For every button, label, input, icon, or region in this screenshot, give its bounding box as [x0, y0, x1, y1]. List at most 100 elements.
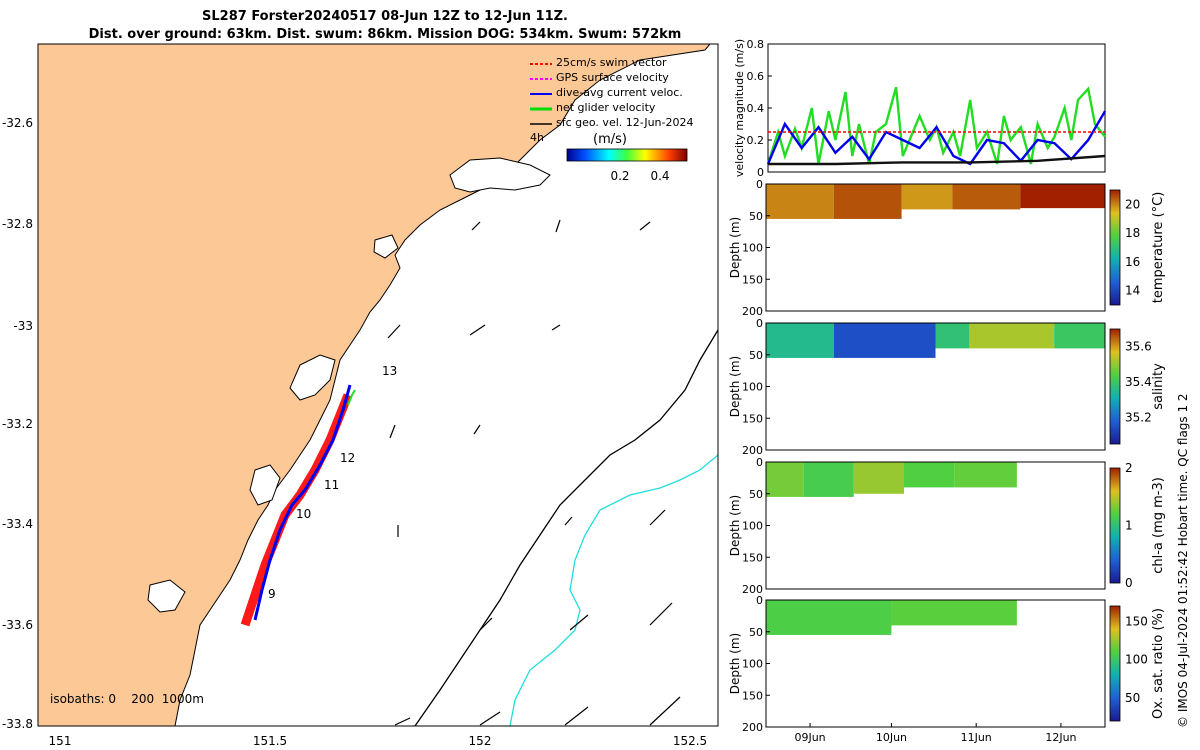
section-segment [935, 323, 970, 349]
section-colorbar-tick: 35.6 [1125, 340, 1152, 354]
section-colorbar-tick: 18 [1125, 226, 1140, 240]
map-y-tick: -32.6 [2, 116, 33, 130]
section-colorbar-tick: 35.4 [1125, 375, 1152, 389]
lake-2 [289, 354, 336, 401]
section-segment [952, 184, 1021, 210]
section-colorbar [1109, 467, 1121, 584]
geo-arrow [649, 509, 666, 526]
section-colorbar-label: Ox. sat. ratio (%) [1151, 608, 1166, 719]
map-y-tick: -33.6 [2, 618, 33, 632]
time-x-ticks: 09Jun 10Jun 11Jun 12Jun [794, 723, 1077, 744]
velocity-y-tick: 0.6 [747, 70, 765, 83]
lake-3 [249, 464, 281, 506]
section-y-tick: 150 [742, 412, 763, 425]
velocity-series-line [766, 110, 1107, 166]
section-ylabel: Depth (m) [728, 495, 742, 556]
section-segment [954, 462, 1017, 488]
geo-arrow [479, 711, 501, 726]
geo-arrow [639, 221, 651, 231]
geo-arrow [471, 221, 481, 231]
geo-arrow [469, 324, 486, 336]
time-x-tick: 12Jun [1045, 731, 1076, 744]
section-y-tick: 50 [749, 210, 763, 223]
map-y-ticks: -32.6 -32.8 -33 -33.2 -33.4 -33.6 -33.8 [2, 116, 33, 731]
section-y-tick: 200 [742, 721, 763, 734]
velocity-y-tick: 0 [757, 166, 764, 179]
map-x-tick: 151 [49, 734, 72, 748]
section-segment [766, 600, 892, 635]
section-panel: 0 50 100 150 200 Depth (m) 14 16 18 20 temperature… [728, 178, 1166, 318]
section-y-tick: 0 [756, 594, 763, 607]
map-x-tick: 152.5 [673, 734, 707, 748]
isobath-200 [414, 329, 719, 727]
geo-arrow [649, 696, 681, 726]
section-colorbar-tick: 20 [1125, 197, 1140, 211]
section-y-tick: 200 [742, 305, 763, 318]
geo-arrow [569, 614, 589, 631]
title-line-2: Dist. over ground: 63km. Dist. swum: 86k… [88, 27, 682, 42]
map-x-ticks: 151 151.5 152 152.5 [49, 734, 708, 748]
section-y-tick: 0 [756, 178, 763, 191]
section-segment [766, 323, 834, 358]
section-panel: 0 50 100 150 200 Depth (m) 0 1 2 chl-a (mg m-3) [728, 456, 1166, 596]
map-land [37, 43, 712, 727]
section-segment [853, 462, 904, 494]
time-x-tick: 11Jun [961, 731, 992, 744]
section-segment [1054, 323, 1105, 349]
title-line-1: SL287 Forster20240517 08-Jun 12Z to 12-J… [202, 9, 568, 24]
section-colorbar [1109, 605, 1121, 722]
velocity-series-line [768, 154, 1106, 166]
legend-label-net: net glider velocity [556, 101, 656, 114]
map-y-tick: -32.8 [2, 217, 33, 231]
section-ylabel: Depth (m) [728, 217, 742, 278]
section-y-tick: 50 [749, 488, 763, 501]
section-y-tick: 50 [749, 349, 763, 362]
section-colorbar-tick: 0 [1125, 576, 1133, 590]
isobath-1000 [509, 454, 719, 727]
legend-extra-4h: 4h [530, 131, 544, 144]
time-x-tick: 10Jun [876, 731, 907, 744]
section-colorbar [1109, 189, 1121, 306]
velocity-colorbar: (m/s) 0.2 0.4 [566, 132, 688, 183]
section-y-tick: 0 [756, 317, 763, 330]
section-segment [833, 323, 936, 358]
section-ylabel: Depth (m) [728, 633, 742, 694]
map-y-tick: -33 [13, 319, 33, 333]
section-segment [766, 184, 834, 219]
geo-arrow [394, 717, 411, 726]
legend-label-geo: sfc geo. vel. 12-Jun-2024 [556, 116, 693, 129]
lake-1 [449, 157, 551, 193]
section-colorbar [1109, 328, 1121, 445]
velocity-frame [767, 43, 1106, 173]
map-panel: 13 12 11 10 9 151 151.5 152 152.5 -32.6 … [2, 43, 719, 748]
day-label-13: 13 [382, 364, 397, 378]
day-label-11: 11 [324, 478, 339, 492]
section-y-tick: 150 [742, 551, 763, 564]
geo-arrow [649, 602, 673, 626]
geo-arrow [473, 424, 481, 435]
section-y-tick: 100 [742, 520, 763, 533]
section-segment [766, 462, 804, 497]
section-y-tick: 200 [742, 444, 763, 457]
section-segment [833, 184, 902, 219]
colorbar-gradient [566, 148, 688, 162]
geo-arrow [551, 324, 561, 331]
velocity-y-tick: 0.4 [747, 102, 765, 115]
section-segment [969, 323, 1055, 349]
geo-arrow [564, 516, 573, 526]
section-ylabel: Depth (m) [728, 356, 742, 417]
section-segment [1020, 184, 1105, 209]
section-colorbar-label: chl-a (mg m-3) [1151, 477, 1166, 574]
geo-arrow [387, 324, 401, 339]
section-y-tick: 100 [742, 658, 763, 671]
velocity-ylabel: velocity magnitude (m/s) [733, 39, 746, 177]
section-y-tick: 150 [742, 273, 763, 286]
map-y-tick: -33.2 [2, 417, 33, 431]
colorbar-tick: 0.4 [650, 169, 669, 183]
map-frame [37, 43, 719, 727]
day-label-10: 10 [296, 507, 311, 521]
geo-arrow [555, 219, 561, 233]
map-legend: 25cm/s swim vector GPS surface velocity … [530, 56, 693, 144]
velocity-y-tick: 0.2 [747, 134, 765, 147]
